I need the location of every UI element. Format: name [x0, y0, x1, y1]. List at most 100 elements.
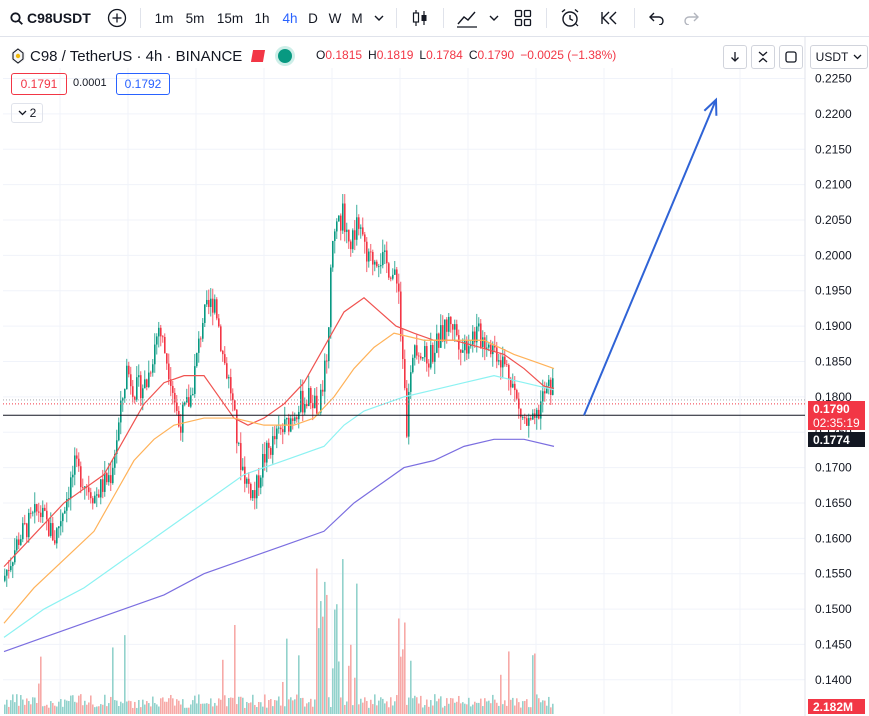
flag-icon[interactable] [251, 50, 266, 62]
volume-bar [462, 702, 464, 714]
interval-d[interactable]: D [308, 10, 318, 26]
volume-bar [468, 697, 470, 714]
symbol-title[interactable]: C98 / TetherUS · 4h · BINANCE [30, 47, 243, 65]
replay-button[interactable] [598, 0, 622, 36]
volume-bar [120, 701, 122, 714]
buy-price-button[interactable]: 0.1792 [116, 73, 170, 95]
volume-bar [428, 706, 430, 714]
chart-type-button[interactable] [408, 0, 432, 36]
chevron-down-icon [489, 15, 499, 21]
candle-body [176, 402, 178, 411]
candle-body [306, 404, 308, 407]
candle-body [356, 217, 358, 240]
candle-body [282, 429, 284, 433]
volume-bar [86, 704, 88, 714]
candle-body [20, 539, 22, 545]
alert-button[interactable] [558, 0, 582, 36]
volume-bar [220, 699, 222, 714]
candle-body [74, 455, 76, 475]
volume-bar [312, 706, 314, 714]
volume-bar [4, 704, 6, 714]
interval-dropdown-button[interactable] [372, 0, 386, 36]
volume-bar [170, 694, 172, 714]
indicators-dropdown-button[interactable] [487, 0, 501, 36]
volume-bar [24, 704, 26, 714]
candle-body [404, 359, 406, 389]
compare-add-button[interactable] [106, 0, 128, 36]
currency-select[interactable]: USDT [810, 45, 868, 69]
interval-w[interactable]: W [328, 10, 342, 26]
volume-bar [102, 704, 104, 714]
candle-body [178, 410, 180, 427]
volume-bar [382, 698, 384, 714]
volume-bar [188, 707, 190, 714]
candle-body [420, 356, 422, 359]
candle-body [348, 229, 350, 242]
volume-bar [20, 695, 22, 714]
volume-bar [328, 697, 330, 714]
candle-body [552, 378, 554, 395]
volume-bar [304, 706, 306, 714]
volume-bar [362, 702, 364, 714]
redo-button[interactable] [682, 0, 702, 36]
candle-body [400, 291, 402, 337]
volume-bar [190, 704, 192, 714]
symbol-search-button[interactable]: C98USDT [10, 0, 91, 36]
interval-m[interactable]: M [351, 10, 363, 26]
candle-body [10, 566, 12, 571]
volume-bar [506, 705, 508, 714]
volume-bar [380, 697, 382, 714]
volume-bar [246, 701, 248, 714]
interval-1m[interactable]: 1m [154, 10, 174, 26]
volume-bar [60, 699, 62, 714]
volume-bar [552, 703, 554, 714]
interval-5m[interactable]: 5m [185, 10, 205, 26]
volume-bar [538, 698, 540, 714]
candle-body [364, 234, 366, 242]
volume-bar [480, 698, 482, 714]
interval-4h[interactable]: 4h [282, 10, 298, 26]
volume-bar [434, 694, 436, 714]
interval-1h[interactable]: 1h [254, 10, 270, 26]
scroll-down-button[interactable] [723, 45, 747, 69]
indicators-button[interactable] [455, 0, 479, 36]
candle-body [102, 479, 104, 492]
volume-bar [352, 705, 354, 714]
volume-bar [340, 697, 342, 714]
interval-15m[interactable]: 15m [216, 10, 244, 26]
candle-body [248, 478, 250, 484]
volume-bar [440, 696, 442, 714]
volume-bar [218, 698, 220, 714]
volume-bar [68, 701, 70, 714]
volume-bar [486, 701, 488, 714]
volume-bar [392, 705, 394, 714]
volume-bar [412, 698, 414, 714]
candle-body [72, 474, 74, 478]
indicators-toggle-button[interactable]: 2 [11, 103, 43, 123]
layouts-button[interactable] [512, 0, 534, 36]
volume-bar [424, 705, 426, 714]
candle-body [522, 417, 524, 419]
candle-body [24, 523, 26, 524]
candle-body [382, 251, 384, 266]
fullscreen-button[interactable] [779, 45, 803, 69]
sell-price-button[interactable]: 0.1791 [11, 73, 67, 95]
volume-bar [142, 699, 144, 714]
candle-body [192, 393, 194, 396]
undo-button[interactable] [646, 0, 666, 36]
candle-body [466, 341, 468, 354]
candle-body [450, 316, 452, 325]
volume-bar [62, 706, 64, 714]
collapse-button[interactable] [751, 45, 775, 69]
volume-bar [420, 695, 422, 714]
candle-body [166, 353, 168, 364]
candle-body [478, 323, 480, 327]
volume-bar [74, 701, 76, 714]
candle-body [280, 427, 282, 430]
volume-bar [516, 698, 518, 714]
volume-bar [264, 694, 266, 714]
candle-body [436, 333, 438, 353]
candle-body [338, 215, 340, 222]
candle-body [200, 338, 202, 340]
